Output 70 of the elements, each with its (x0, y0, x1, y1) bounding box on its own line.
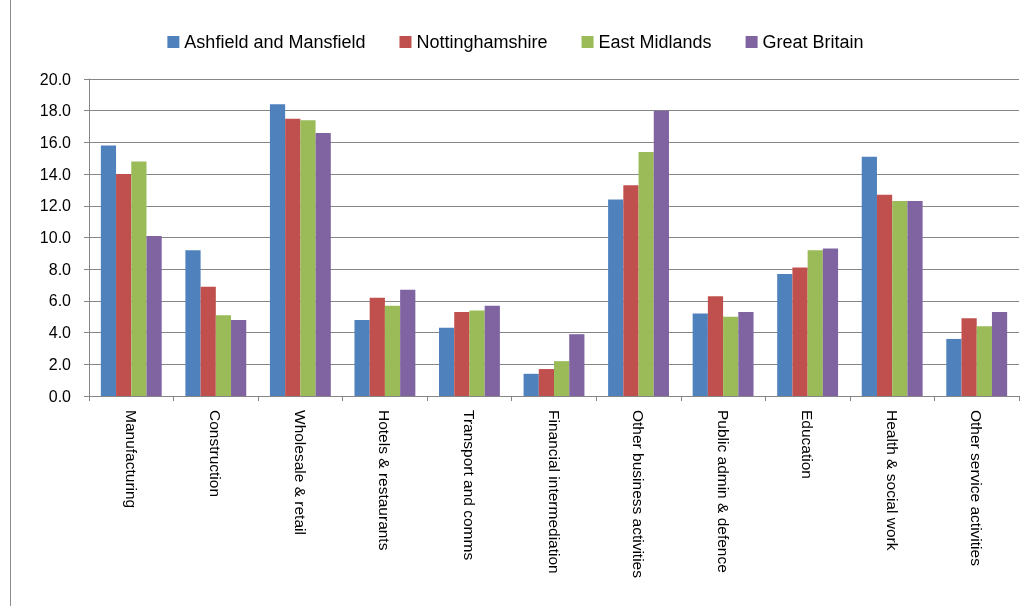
bar (269, 104, 286, 396)
bar (623, 185, 639, 396)
y-tick-label: 2.0 (48, 355, 72, 373)
bar (822, 248, 839, 396)
bar (469, 310, 485, 396)
legend-label: East Midlands (598, 32, 712, 52)
bar (907, 201, 923, 396)
x-tick-label: Health & social work (883, 410, 901, 551)
bar (807, 250, 823, 396)
bar (861, 156, 877, 396)
bar (131, 161, 147, 396)
bar (961, 318, 977, 396)
legend-label: Nottinghamshire (416, 32, 548, 52)
bar (400, 289, 416, 396)
x-tick-label: Construction (207, 410, 225, 498)
y-tick-label: 0.0 (48, 387, 72, 405)
bar (200, 286, 216, 396)
bar (146, 235, 162, 396)
bar (354, 319, 370, 396)
bar (315, 132, 331, 396)
bar (439, 327, 455, 396)
y-tick-label: 6.0 (48, 292, 72, 310)
bar (976, 326, 992, 396)
bar (215, 315, 232, 396)
bar (300, 120, 316, 396)
x-tick-label: Manufacturing (122, 410, 140, 509)
y-tick-label: 10.0 (39, 229, 72, 246)
bar (285, 118, 301, 396)
bar (100, 145, 117, 396)
bar (523, 373, 539, 396)
bar (369, 297, 385, 396)
bar (723, 316, 739, 396)
bar (738, 312, 754, 396)
bar (991, 312, 1008, 396)
bar (538, 369, 554, 396)
bar (638, 151, 654, 396)
y-tick-label: 16.0 (39, 133, 72, 151)
y-tick-label: 8.0 (48, 260, 72, 278)
y-tick-label: 4.0 (48, 324, 72, 342)
y-tick-label: 14.0 (39, 165, 72, 183)
bar (777, 273, 793, 396)
y-tick-label: 20.0 (39, 70, 72, 88)
y-tick-label: 18.0 (39, 102, 72, 120)
x-tick-label: Transport and comms (460, 410, 478, 561)
bar (231, 319, 247, 396)
bar (946, 338, 962, 396)
x-tick-label: Education (799, 410, 817, 479)
bar (569, 334, 585, 396)
bar (185, 250, 201, 396)
bar (384, 305, 401, 396)
bar (892, 201, 908, 396)
bar (116, 174, 132, 396)
x-tick-label: Public admin & defence (714, 410, 732, 573)
x-tick-label: Hotels & restaurants (376, 410, 394, 551)
legend-label: Great Britain (762, 32, 864, 52)
legend-label: Ashfield and Mansfield (184, 32, 366, 52)
bar (876, 194, 893, 396)
bar (484, 305, 500, 396)
y-tick-label: 12.0 (39, 197, 72, 215)
bar (792, 267, 808, 396)
x-tick-label: Financial intermediation (545, 410, 563, 574)
bar (608, 199, 624, 396)
bar (454, 312, 470, 396)
x-tick-label: Wholesale & retail (291, 410, 309, 535)
x-tick-label: Other service activities (968, 410, 986, 567)
bar (707, 296, 724, 396)
bar (653, 110, 669, 396)
bar (554, 361, 570, 396)
x-tick-label: Other business activities (630, 410, 648, 579)
bar (692, 313, 708, 396)
